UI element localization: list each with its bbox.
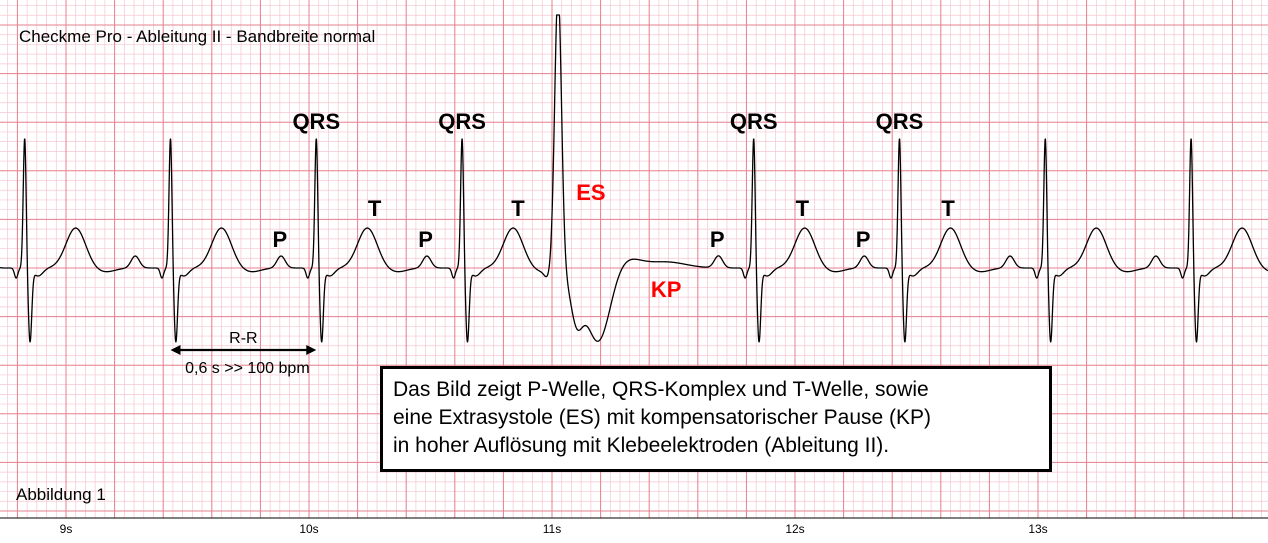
x-tick-label: 13s [1028,522,1047,536]
annotation-t: T [941,196,955,221]
annotation-t: T [511,196,525,221]
ecg-trace [0,14,1268,343]
caption-line: Das Bild zeigt P-Welle, QRS-Komplex und … [393,378,929,401]
rr-interval-marker: R-R 0,6 s >> 100 bpm [170,330,317,377]
annotation-qrs: QRS [292,109,340,134]
annotation-t: T [368,196,382,221]
annotation-es: ES [576,180,605,205]
caption-box: Das Bild zeigt P-Welle, QRS-Komplex und … [380,366,1052,472]
annotation-p: P [856,227,871,252]
caption-line: eine Extrasystole (ES) mit kompensatoris… [393,406,932,429]
rr-interval-label: R-R [229,330,257,347]
annotation-qrs: QRS [730,109,778,134]
x-tick-label: 10s [299,522,318,536]
annotation-qrs: QRS [438,109,486,134]
ecg-grid [0,0,1268,519]
rr-interval-caption: 0,6 s >> 100 bpm [185,360,310,377]
annotation-p: P [418,227,433,252]
x-tick-label: 9s [60,522,73,536]
annotation-t: T [796,196,810,221]
annotation-p: P [710,227,725,252]
figure-label: Abbildung 1 [16,485,106,504]
annotation-p: P [272,227,287,252]
x-tick-label: 12s [785,522,804,536]
chart-title: Checkme Pro - Ableitung II - Bandbreite … [19,27,375,46]
annotation-qrs: QRS [876,109,924,134]
annotation-kp: KP [651,277,682,302]
caption-line: in hoher Auflösung mit Klebeelektroden (… [393,434,890,457]
x-tick-label: 11s [543,522,561,536]
